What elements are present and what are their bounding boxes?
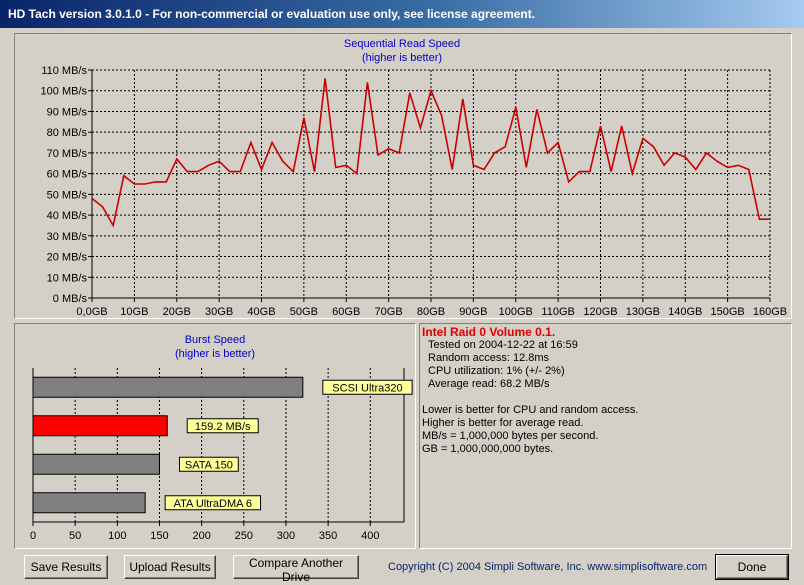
read-y-tick-label: 50 MB/s [47,189,88,201]
burst-chart-panel: Burst Speed (higher is better) SCSI Ultr… [14,323,416,549]
burst-x-tick-label: 100 [108,530,126,542]
read-y-tick-label: 10 MB/s [47,272,88,284]
read-x-tick-label: 20GB [163,306,191,318]
burst-chart-title: Burst Speed [185,334,246,346]
burst-chart-subtitle: (higher is better) [175,348,255,360]
read-x-tick-label: 60GB [332,306,360,318]
read-speed-line [91,78,770,228]
burst-bar-label-box [178,456,239,472]
read-y-tick-label: 110 MB/s [41,65,87,77]
burst-x-tick-label: 250 [235,530,253,542]
read-x-tick-label: 90GB [459,306,487,318]
read-chart-subtitle: (higher is better) [362,52,442,64]
average-read: Average read: 68.2 MB/s [428,378,550,390]
read-x-tick-label: 10GB [120,306,148,318]
random-access: Random access: 12.8ms [428,352,550,364]
read-y-tick-label: 0 MB/s [53,293,88,305]
read-y-tick-label: 30 MB/s [47,231,88,243]
burst-x-tick-label: 350 [319,530,337,542]
burst-bar-label-box [186,418,259,434]
burst-bar [32,415,168,437]
note-mbs: MB/s = 1,000,000 bytes per second. [422,430,599,442]
burst-x-tick-label: 50 [69,530,81,542]
upload-results-button[interactable]: Upload Results [124,555,216,579]
read-x-tick-label: 80GB [417,306,445,318]
read-y-tick-label: 70 MB/s [47,148,88,160]
read-x-tick-label: 50GB [290,306,318,318]
read-y-tick-label: 80 MB/s [47,127,88,139]
read-x-tick-label: 110GB [541,306,574,318]
burst-bar [32,376,304,398]
burst-bar-label: SCSI Ultra320 [332,382,402,394]
read-x-tick-label: 0,0GB [76,306,107,318]
drive-name: Intel Raid 0 Volume 0.1. [422,325,556,339]
read-y-tick-label: 90 MB/s [47,106,88,118]
burst-x-tick-label: 300 [277,530,295,542]
save-results-button[interactable]: Save Results [24,555,108,579]
note-cpu: Lower is better for CPU and random acces… [422,404,639,416]
read-y-tick-label: 100 MB/s [41,86,88,98]
burst-bar-label: ATA UltraDMA 6 [174,498,252,510]
burst-x-tick-label: 150 [150,530,168,542]
note-read: Higher is better for average read. [422,417,584,429]
burst-x-tick-label: 200 [192,530,210,542]
note-gb: GB = 1,000,000,000 bytes. [422,443,554,455]
burst-bar-label-box [164,495,262,511]
cpu-utilization: CPU utilization: 1% (+/- 2%) [428,365,565,377]
read-x-tick-label: 40GB [247,306,275,318]
burst-bar [32,492,146,514]
copyright-text: Copyright (C) 2004 Simpli Software, Inc.… [388,561,708,573]
drive-info: Intel Raid 0 Volume 0.1. Tested on 2004-… [422,326,792,456]
read-x-tick-label: 130GB [626,306,660,318]
burst-bar-label: 159.2 MB/s [195,421,251,433]
burst-x-tick-label: 0 [30,530,36,542]
burst-bar-label: SATA 150 [185,459,233,471]
burst-bar [32,453,160,475]
burst-chart: Burst Speed (higher is better) SCSI Ultr… [30,334,413,542]
burst-x-tick-label: 400 [361,530,379,542]
window-title: HD Tach version 3.0.1.0 - For non-commer… [0,0,804,28]
read-x-tick-label: 30GB [205,306,233,318]
read-x-tick-label: 150GB [711,306,745,318]
read-x-tick-label: 140GB [668,306,702,318]
burst-bar-label-box [322,379,413,395]
compare-drive-button[interactable]: Compare Another Drive [233,555,359,584]
read-x-tick-label: 120GB [583,306,617,318]
tested-date: Tested on 2004-12-22 at 16:59 [428,339,578,351]
read-y-tick-label: 40 MB/s [47,210,88,222]
read-x-tick-label: 100GB [499,306,533,318]
read-chart: Sequential Read Speed (higher is better)… [41,38,788,318]
info-panel [419,323,792,549]
read-y-tick-label: 20 MB/s [47,252,88,264]
read-y-tick-label: 60 MB/s [47,169,88,181]
done-button[interactable]: Done [715,554,789,580]
read-x-tick-label: 160GB [753,306,787,318]
read-chart-title: Sequential Read Speed [344,38,460,50]
read-chart-panel: Sequential Read Speed (higher is better)… [14,33,792,319]
read-x-tick-label: 70GB [375,306,403,318]
